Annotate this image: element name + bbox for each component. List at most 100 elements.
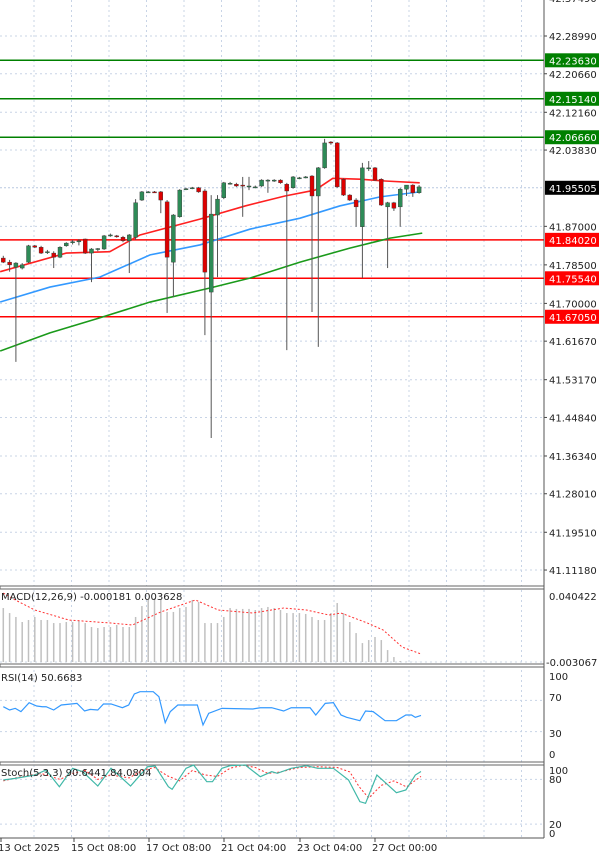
candle-bearish[interactable] <box>51 252 56 258</box>
candle-bearish[interactable] <box>158 191 164 201</box>
macd-label: MACD(12,26,9) -0.000181 0.003628 <box>1 592 182 603</box>
level-label: 42.23630 <box>549 56 597 67</box>
panel-separator[interactable] <box>0 585 545 590</box>
candle-bullish[interactable] <box>20 264 25 269</box>
level-badge <box>545 232 599 247</box>
candle-bullish[interactable] <box>246 185 252 188</box>
price-tick-label: 41.87000 <box>549 222 597 233</box>
candle-bearish[interactable] <box>164 201 170 258</box>
candle-bearish[interactable] <box>1 257 6 263</box>
candle-bullish[interactable] <box>398 188 403 208</box>
candle-bearish[interactable] <box>240 184 245 187</box>
candle-bullish[interactable] <box>322 142 327 169</box>
candle-bearish[interactable] <box>341 178 346 196</box>
candle-bullish[interactable] <box>259 179 264 187</box>
price-tick-label: 41.53170 <box>549 376 597 387</box>
candle-bearish[interactable] <box>391 202 397 209</box>
candle-bullish[interactable] <box>57 246 63 258</box>
candle-bearish[interactable] <box>278 179 283 184</box>
candle-bullish[interactable] <box>108 234 113 237</box>
candle-bullish[interactable] <box>316 167 321 197</box>
level-label: 42.15140 <box>549 95 597 106</box>
candle-bearish[interactable] <box>353 199 359 208</box>
indicator-panels: MACD(12,26,9) -0.000181 0.003628 RSI(14) … <box>0 585 545 839</box>
candle-bearish[interactable] <box>120 237 126 242</box>
candle-bearish[interactable] <box>38 246 44 254</box>
candle-bullish[interactable] <box>385 202 390 208</box>
candle-bullish[interactable] <box>360 167 365 227</box>
candle-bullish[interactable] <box>297 177 302 180</box>
price-tick-label: 42.20660 <box>549 70 597 81</box>
candle-bearish[interactable] <box>379 178 384 206</box>
candle-bullish[interactable] <box>227 183 233 185</box>
candle-bullish[interactable] <box>404 184 409 190</box>
candle-bearish[interactable] <box>82 238 88 254</box>
candle-bullish[interactable] <box>221 182 227 198</box>
stoch-main-line <box>3 764 422 805</box>
candle-bullish[interactable] <box>127 234 132 242</box>
price-tick-label: 41.44840 <box>549 413 597 424</box>
rsi-label: RSI(14) 50.6683 <box>1 673 82 684</box>
candle-bullish[interactable] <box>215 198 220 216</box>
candle-bullish[interactable] <box>95 248 101 250</box>
time-tick-label: 17 Oct 08:00 <box>146 843 211 854</box>
macd-axis-min: -0.003067 <box>546 658 597 669</box>
candle-bearish[interactable] <box>284 183 289 192</box>
candle-bullish[interactable] <box>416 186 422 193</box>
candle-bearish[interactable] <box>410 184 415 193</box>
candle-bullish[interactable] <box>13 262 19 268</box>
candle-bearish[interactable] <box>234 183 239 187</box>
candles <box>1 138 422 439</box>
price-tick-label: 41.19510 <box>549 528 597 539</box>
macd-signal-line <box>3 592 422 655</box>
time-axis[interactable]: 13 Oct 2025 15 Oct 08:00 17 Oct 08:00 21 Oc… <box>0 838 437 854</box>
candle-bullish[interactable] <box>171 214 176 263</box>
candle-bullish[interactable] <box>26 245 31 263</box>
candle-bearish[interactable] <box>114 235 119 238</box>
panel-separator[interactable] <box>0 761 545 766</box>
candle-bullish[interactable] <box>290 176 296 189</box>
candle-bullish[interactable] <box>101 235 107 250</box>
panel-separator[interactable] <box>0 663 545 668</box>
price-tick-label: 42.37490 <box>549 0 597 5</box>
candle-bullish[interactable] <box>303 176 308 179</box>
candle-bullish[interactable] <box>265 179 271 182</box>
candle-bullish[interactable] <box>89 248 94 254</box>
candle-bullish[interactable] <box>139 191 145 201</box>
candle-bullish[interactable] <box>272 179 277 182</box>
candle-bullish[interactable] <box>76 240 82 243</box>
grid <box>0 0 544 838</box>
price-axis[interactable]: 42.37490 42.28990 42.20660 42.12160 42.03830… <box>543 0 599 840</box>
candle-bearish[interactable] <box>309 175 315 197</box>
candle-bearish[interactable] <box>32 245 37 248</box>
candle-bullish[interactable] <box>177 189 182 218</box>
candle-bullish[interactable] <box>253 186 258 189</box>
candle-bearish[interactable] <box>328 141 334 144</box>
current-price-badge <box>545 180 599 195</box>
candle-bullish[interactable] <box>183 188 189 190</box>
candle-bearish[interactable] <box>347 194 352 201</box>
stoch-axis-label: 20 <box>549 820 562 831</box>
candle-bearish[interactable] <box>372 167 378 181</box>
candle-bearish[interactable] <box>152 191 157 194</box>
candle-bullish[interactable] <box>208 213 214 293</box>
candle-bullish[interactable] <box>70 241 75 243</box>
candle-bearish[interactable] <box>335 142 340 188</box>
candle-bullish[interactable] <box>366 167 371 170</box>
rsi-line <box>3 691 422 727</box>
rsi-axis-label: 0 <box>549 750 555 761</box>
time-tick-label: 27 Oct 00:00 <box>372 843 437 854</box>
rsi-axis-label: 70 <box>549 693 562 704</box>
candle-bearish[interactable] <box>7 261 12 266</box>
candle-bullish[interactable] <box>64 242 69 247</box>
candle-bullish[interactable] <box>133 202 138 238</box>
price-tick-label: 41.11180 <box>549 566 597 577</box>
price-tick-label: 41.28010 <box>549 490 597 501</box>
candle-bullish[interactable] <box>145 191 151 194</box>
candle-bearish[interactable] <box>202 190 208 273</box>
level-badge <box>545 53 599 68</box>
candle-bearish[interactable] <box>196 187 201 193</box>
candle-bullish[interactable] <box>190 187 195 190</box>
candle-bullish[interactable] <box>45 251 50 253</box>
